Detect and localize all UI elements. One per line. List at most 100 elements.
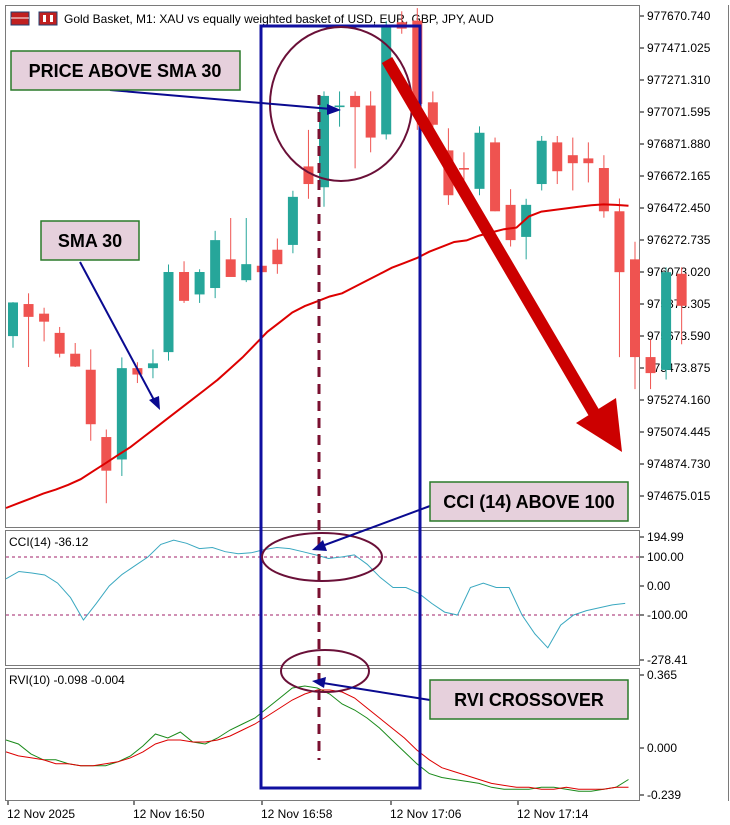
label-box-rvi	[429, 679, 629, 720]
bull-candle	[147, 349, 158, 379]
price-tick-label: 975673.590	[647, 329, 711, 343]
rvi-axis: 0.365 0.000 -0.239	[640, 668, 681, 802]
candle-body	[614, 211, 625, 273]
rvi-circle	[280, 649, 370, 693]
time-tick-label: 12 Nov 17:06	[390, 807, 462, 821]
bear-candle	[365, 91, 376, 153]
rvi-panel-label: RVI(10) -0.098 -0.004	[9, 673, 125, 687]
rvi-crossover-label: RVI CROSSOVER	[454, 690, 604, 710]
title-icons	[10, 11, 58, 26]
bear-candle	[54, 326, 65, 358]
price-tick-label: 975074.445	[647, 425, 711, 439]
bear-candle	[567, 137, 578, 191]
bear-candle	[505, 189, 516, 247]
candle-body	[365, 105, 376, 138]
label-box-price	[10, 50, 241, 91]
cci-panel[interactable]	[5, 530, 640, 666]
bull-candle	[241, 218, 252, 283]
bull-candle	[287, 190, 298, 254]
candle-body	[567, 155, 578, 164]
price-tick-label: 977271.310	[647, 73, 711, 87]
candle-body	[272, 249, 283, 265]
bull-candle	[381, 20, 392, 140]
bear-candle	[101, 429, 112, 504]
bear-candle	[598, 155, 609, 218]
bear-candle	[225, 218, 236, 277]
highlight-box[interactable]	[259, 24, 422, 790]
candle-body	[521, 204, 532, 237]
callout-arrow-price	[109, 89, 341, 115]
price-tick-label: 975473.875	[647, 361, 711, 375]
callout-arrow-rvi	[312, 677, 431, 701]
candle-body	[179, 272, 190, 301]
candle-body	[458, 168, 469, 170]
price-tick-label: 976871.880	[647, 137, 711, 151]
cci-circle	[261, 532, 383, 582]
price-tick-label: 974874.730	[647, 457, 711, 471]
bull-candle	[194, 269, 205, 303]
bull-candle	[163, 264, 174, 361]
bear-candle	[272, 238, 283, 274]
candle-body	[319, 95, 329, 188]
bull-candle	[536, 135, 547, 191]
bear-candle	[614, 198, 625, 358]
candle-body	[350, 95, 361, 108]
candle-body	[676, 273, 687, 306]
rvi-panel[interactable]	[5, 668, 640, 801]
bear-candle	[39, 307, 50, 342]
trend-arrow-shaft	[381, 56, 603, 422]
bear-candle	[179, 261, 190, 303]
candle-body	[70, 353, 81, 367]
price-tick-label: 977471.025	[647, 41, 711, 55]
candle-body	[630, 259, 640, 358]
rvi-main-line	[5, 685, 629, 792]
bull-candle	[116, 357, 127, 476]
bear-candle	[23, 293, 34, 368]
price-tick-label: 974675.015	[647, 489, 711, 503]
time-tick-label: 12 Nov 16:58	[261, 807, 333, 821]
candle-body	[54, 332, 65, 354]
rvi-tick-label: -0.239	[647, 788, 681, 802]
bear-candle	[85, 349, 96, 441]
bull-candle	[334, 91, 345, 127]
candle-body	[8, 302, 18, 337]
candle-body	[427, 102, 438, 125]
annotations: PRICE ABOVE SMA 30 SMA 30 CCI (14) ABOVE…	[10, 24, 629, 790]
trend-arrow-head	[576, 398, 622, 452]
candle-body	[474, 132, 485, 189]
sma30-label: SMA 30	[58, 231, 122, 251]
bear-candle	[490, 137, 501, 212]
rvi-tick-label: 0.000	[647, 741, 677, 755]
candle-body	[381, 25, 392, 135]
price-tick-label: 976672.165	[647, 169, 711, 183]
candle-body	[210, 240, 221, 289]
bull-candle	[474, 126, 485, 196]
candle-body	[241, 264, 252, 281]
candle-body	[85, 369, 96, 425]
candle-body	[287, 196, 298, 245]
candle-body	[23, 304, 34, 317]
candle-body	[334, 105, 345, 108]
bull-candle	[8, 302, 18, 348]
price-tick-label: 977670.740	[647, 9, 711, 23]
bull-candle	[661, 267, 672, 380]
time-axis: 12 Nov 2025 12 Nov 16:50 12 Nov 16:58 12 No…	[7, 801, 589, 821]
bear-candle	[350, 91, 361, 169]
price-tick-label: 975274.160	[647, 393, 711, 407]
candle-body	[552, 142, 563, 172]
cci-tick-label: 0.00	[647, 579, 671, 593]
bear-candle	[552, 135, 563, 185]
bear-candle	[70, 342, 81, 368]
bear-candle	[676, 267, 687, 345]
cci-panel-label: CCI(14) -36.12	[9, 535, 89, 549]
rvi-tick-label: 0.365	[647, 668, 677, 682]
cci-line	[5, 539, 626, 649]
bull-candle	[521, 198, 532, 260]
price-tick-label: 976272.735	[647, 233, 711, 247]
bear-candle	[645, 339, 656, 390]
candle-body	[194, 272, 205, 295]
cci-tick-label: 100.00	[647, 550, 684, 564]
label-box-cci	[429, 481, 629, 522]
bear-candle	[132, 362, 143, 384]
